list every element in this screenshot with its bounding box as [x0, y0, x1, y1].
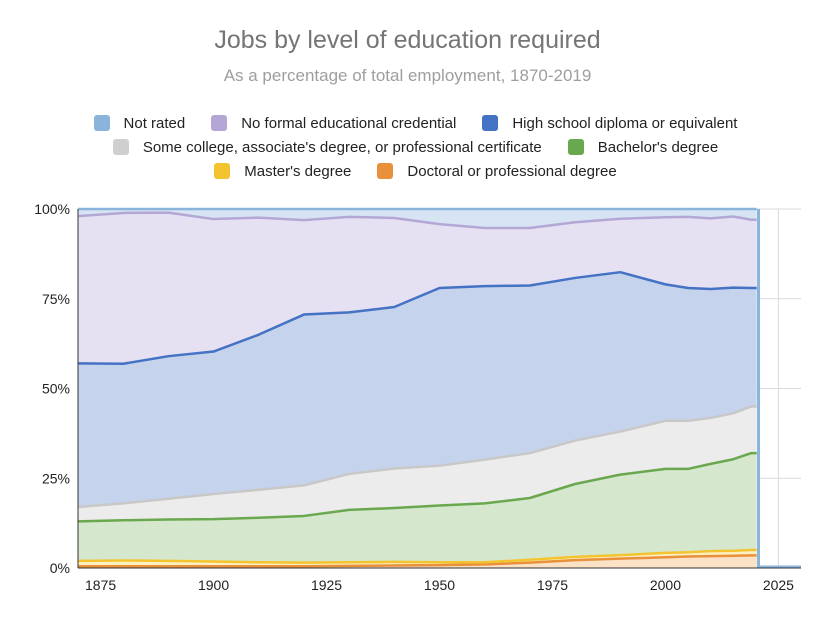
y-tick-label: 0%	[50, 560, 70, 576]
legend-item-not-rated[interactable]: Not rated	[93, 114, 186, 132]
line-no-formal-educational-credential	[77, 211, 757, 230]
chart-subtitle: As a percentage of total employment, 187…	[223, 66, 592, 85]
legend-label: Doctoral or professional degree	[407, 162, 617, 180]
line-master-s-degree	[77, 548, 757, 564]
legend-item-masters[interactable]: Master's degree	[214, 163, 351, 180]
legend-swatch	[567, 139, 584, 155]
legend-swatch	[482, 115, 499, 131]
x-tick-label: 2000	[650, 577, 681, 593]
x-tick-label: 1950	[424, 577, 455, 593]
y-tick-label: 100%	[34, 201, 70, 217]
x-tick-label: 1875	[85, 577, 116, 593]
legend-label: No formal educational credential	[241, 114, 457, 132]
area-some-college-associate-s-degree-or-professional-certificate	[78, 406, 757, 522]
x-tick-label: 2025	[763, 577, 794, 593]
x-tick-label: 1975	[537, 577, 568, 593]
area-high-school-diploma-or-equivalent	[78, 272, 757, 507]
legend-swatch	[93, 115, 110, 131]
line-bachelor-s-degree	[77, 451, 757, 523]
legend-row-3: Master's degree Doctoral or professional…	[0, 159, 831, 183]
legend-swatch	[112, 139, 129, 155]
legend-label: Not rated	[123, 114, 186, 132]
chart-title: Jobs by level of education required	[214, 26, 601, 54]
legend-swatch	[214, 163, 231, 179]
x-tick-label: 1925	[311, 577, 342, 593]
y-tick-label: 50%	[42, 381, 70, 397]
area-doctoral-or-professional-degree	[78, 555, 757, 568]
legend-row-2: Some college, associate's degree, or pro…	[0, 135, 831, 159]
legend-label: Some college, associate's degree, or pro…	[142, 138, 542, 156]
legend-label: Master's degree	[244, 162, 352, 180]
legend-label: Bachelor's degree	[597, 138, 719, 156]
legend-swatch	[377, 163, 394, 179]
legend-label: High school diploma or equivalent	[512, 114, 738, 132]
area-no-formal-educational-credential	[78, 212, 757, 364]
x-tick-label: 1900	[198, 577, 229, 593]
y-tick-label: 75%	[42, 291, 70, 307]
legend-item-no-formal-credential[interactable]: No formal educational credential	[211, 115, 456, 132]
line-doctoral-or-professional-degree	[78, 554, 757, 568]
line-high-school-diploma-or-equivalent	[77, 270, 757, 365]
legend-item-bachelors[interactable]: Bachelor's degree	[567, 138, 719, 156]
legend-item-doctoral[interactable]: Doctoral or professional degree	[377, 162, 617, 180]
area-not-rated	[78, 209, 757, 229]
line-some-college-associate-s-degree-or-professional-certificate	[77, 405, 757, 509]
legend: Not rated No formal educational credenti…	[0, 111, 831, 183]
legend-row-1: Not rated No formal educational credenti…	[0, 111, 831, 135]
legend-item-some-college[interactable]: Some college, associate's degree, or pro…	[112, 138, 542, 156]
y-tick-label: 25%	[42, 470, 70, 486]
legend-swatch	[211, 115, 228, 131]
legend-item-high-school[interactable]: High school diploma or equivalent	[482, 115, 737, 132]
